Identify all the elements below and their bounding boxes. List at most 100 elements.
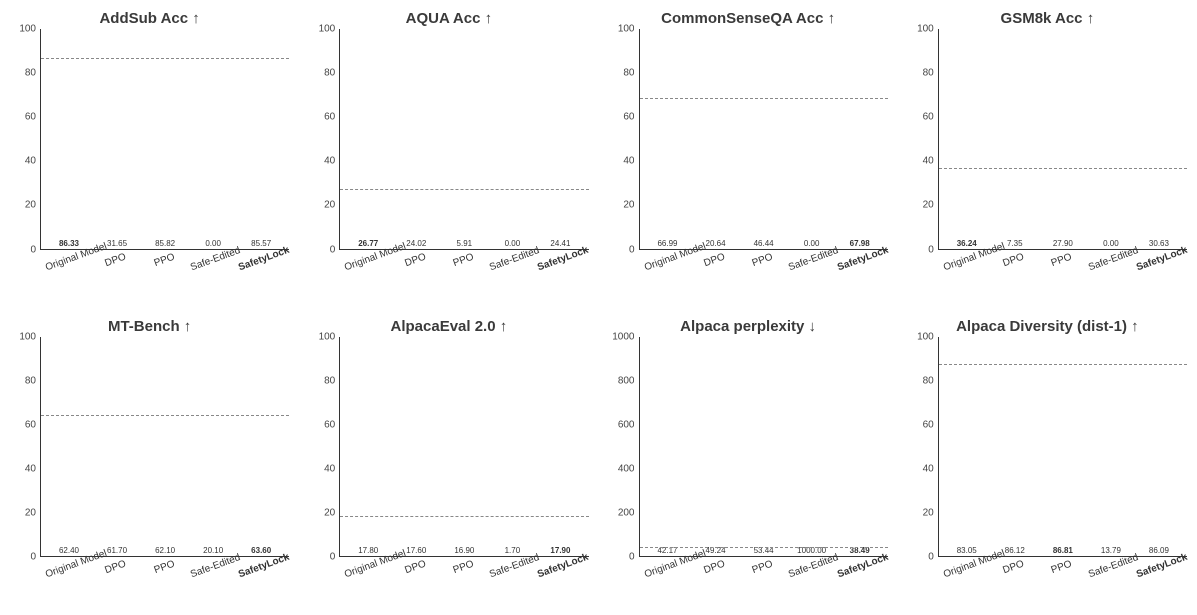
y-axis: 020406080100	[908, 337, 938, 558]
y-tick-label: 40	[25, 463, 36, 474]
chart-title: AQUA Acc ↑	[309, 10, 588, 27]
baseline-line	[939, 364, 1187, 365]
y-tick-label: 800	[618, 375, 635, 386]
y-tick-label: 100	[917, 331, 934, 342]
x-tick-label: SafetyLock	[1135, 554, 1195, 615]
chart-panel: AlpacaEval 2.0 ↑02040608010017.8017.6016…	[309, 318, 588, 606]
bar-value-label: 85.57	[251, 239, 271, 248]
y-tick-label: 100	[19, 24, 36, 35]
y-tick-label: 20	[623, 200, 634, 211]
bar-value-label: 85.82	[155, 239, 175, 248]
y-tick-label: 400	[618, 463, 635, 474]
y-tick-label: 80	[324, 68, 335, 79]
bar-value-label: 67.98	[850, 239, 870, 248]
y-axis: 020406080100	[309, 29, 339, 250]
bar-value-label: 0.00	[205, 239, 221, 248]
y-axis: 020406080100	[10, 337, 40, 558]
y-tick-label: 40	[623, 156, 634, 167]
plot-area: 02040608010066.9920.6446.440.0067.98	[609, 29, 888, 250]
bar-value-label: 30.63	[1149, 239, 1169, 248]
chart-area: 66.9920.6446.440.0067.98	[639, 29, 888, 250]
y-axis: 020406080100	[609, 29, 639, 250]
bars-container: 86.3331.6585.820.0085.57	[41, 29, 289, 249]
x-tick-label: DPO	[990, 247, 1050, 308]
x-tick-label: DPO	[691, 554, 751, 615]
y-tick-label: 60	[324, 112, 335, 123]
chart-panel: Alpaca Diversity (dist-1) ↑0204060801008…	[908, 318, 1187, 606]
y-tick-label: 0	[629, 244, 635, 255]
x-tick-label: Original Model	[343, 247, 403, 308]
plot-area: 02040608010083.0586.1286.8113.7986.09	[908, 337, 1187, 558]
y-tick-label: 80	[923, 68, 934, 79]
y-tick-label: 80	[923, 375, 934, 386]
plot-area: 02040608010017.8017.6016.901.7017.90	[309, 337, 588, 558]
chart-area: 36.247.3527.900.0030.63	[938, 29, 1187, 250]
y-tick-label: 0	[629, 552, 635, 563]
y-tick-label: 0	[330, 552, 336, 563]
chart-area: 62.4061.7062.1020.1063.60	[40, 337, 289, 558]
y-tick-label: 60	[25, 419, 36, 430]
chart-grid: AddSub Acc ↑02040608010086.3331.6585.820…	[10, 10, 1187, 605]
x-tick-label: Original Model	[44, 554, 104, 615]
x-axis: Original ModelDPOPPOSafe-EditedSafetyLoc…	[339, 250, 588, 298]
chart-panel: CommonSenseQA Acc ↑02040608010066.9920.6…	[609, 10, 888, 298]
bar-value-label: 1.70	[505, 546, 521, 555]
baseline-line	[340, 516, 588, 517]
x-tick-label: Original Model	[44, 247, 104, 308]
plot-area: 02040608010026.7724.025.910.0024.41	[309, 29, 588, 250]
y-tick-label: 40	[923, 156, 934, 167]
bar-value-label: 36.24	[957, 239, 977, 248]
bar-value-label: 16.90	[454, 546, 474, 555]
y-axis: 020406080100	[309, 337, 339, 558]
bar-value-label: 46.44	[754, 239, 774, 248]
y-axis: 02004006008001000	[609, 337, 639, 558]
x-axis: Original ModelDPOPPOSafe-EditedSafetyLoc…	[639, 557, 888, 605]
bar-value-label: 24.02	[406, 239, 426, 248]
y-tick-label: 0	[30, 552, 36, 563]
y-tick-label: 0	[30, 244, 36, 255]
bar-value-label: 17.80	[358, 546, 378, 555]
y-tick-label: 40	[324, 463, 335, 474]
x-tick-label: SafetyLock	[1135, 247, 1195, 308]
bar-value-label: 62.10	[155, 546, 175, 555]
x-tick-label: SafetyLock	[536, 247, 596, 308]
baseline-line	[41, 58, 289, 59]
bar-value-label: 24.41	[550, 239, 570, 248]
bar-value-label: 5.91	[457, 239, 473, 248]
bar-value-label: 31.65	[107, 239, 127, 248]
bar-value-label: 20.10	[203, 546, 223, 555]
y-tick-label: 80	[25, 68, 36, 79]
chart-area: 26.7724.025.910.0024.41	[339, 29, 588, 250]
y-tick-label: 100	[917, 24, 934, 35]
x-tick-label: DPO	[392, 247, 452, 308]
bar-value-label: 17.90	[550, 546, 570, 555]
y-tick-label: 100	[19, 331, 36, 342]
x-tick-label: DPO	[990, 554, 1050, 615]
chart-panel: MT-Bench ↑02040608010062.4061.7062.1020.…	[10, 318, 289, 606]
bar-value-label: 0.00	[1103, 239, 1119, 248]
chart-title: MT-Bench ↑	[10, 318, 289, 335]
y-tick-label: 0	[330, 244, 336, 255]
bar-value-label: 0.00	[505, 239, 521, 248]
y-tick-label: 60	[25, 112, 36, 123]
x-tick-label: Original Model	[643, 247, 703, 308]
baseline-line	[640, 98, 888, 99]
chart-title: AddSub Acc ↑	[10, 10, 289, 27]
plot-area: 02040608010086.3331.6585.820.0085.57	[10, 29, 289, 250]
chart-title: Alpaca Diversity (dist-1) ↑	[908, 318, 1187, 335]
bars-container: 83.0586.1286.8113.7986.09	[939, 337, 1187, 557]
bars-container: 62.4061.7062.1020.1063.60	[41, 337, 289, 557]
bar-value-label: 61.70	[107, 546, 127, 555]
x-tick-label: Safe-Edited	[787, 247, 847, 308]
x-axis: Original ModelDPOPPOSafe-EditedSafetyLoc…	[938, 557, 1187, 605]
plot-area: 02040608010062.4061.7062.1020.1063.60	[10, 337, 289, 558]
chart-area: 86.3331.6585.820.0085.57	[40, 29, 289, 250]
x-tick-label: Original Model	[643, 554, 703, 615]
bar-value-label: 20.64	[706, 239, 726, 248]
y-tick-label: 60	[923, 112, 934, 123]
x-tick-label: PPO	[1038, 247, 1098, 308]
x-tick-label: Safe-Edited	[1087, 554, 1147, 615]
x-tick-label: SafetyLock	[237, 247, 297, 308]
chart-panel: GSM8k Acc ↑02040608010036.247.3527.900.0…	[908, 10, 1187, 298]
bar-value-label: 86.81	[1053, 546, 1073, 555]
